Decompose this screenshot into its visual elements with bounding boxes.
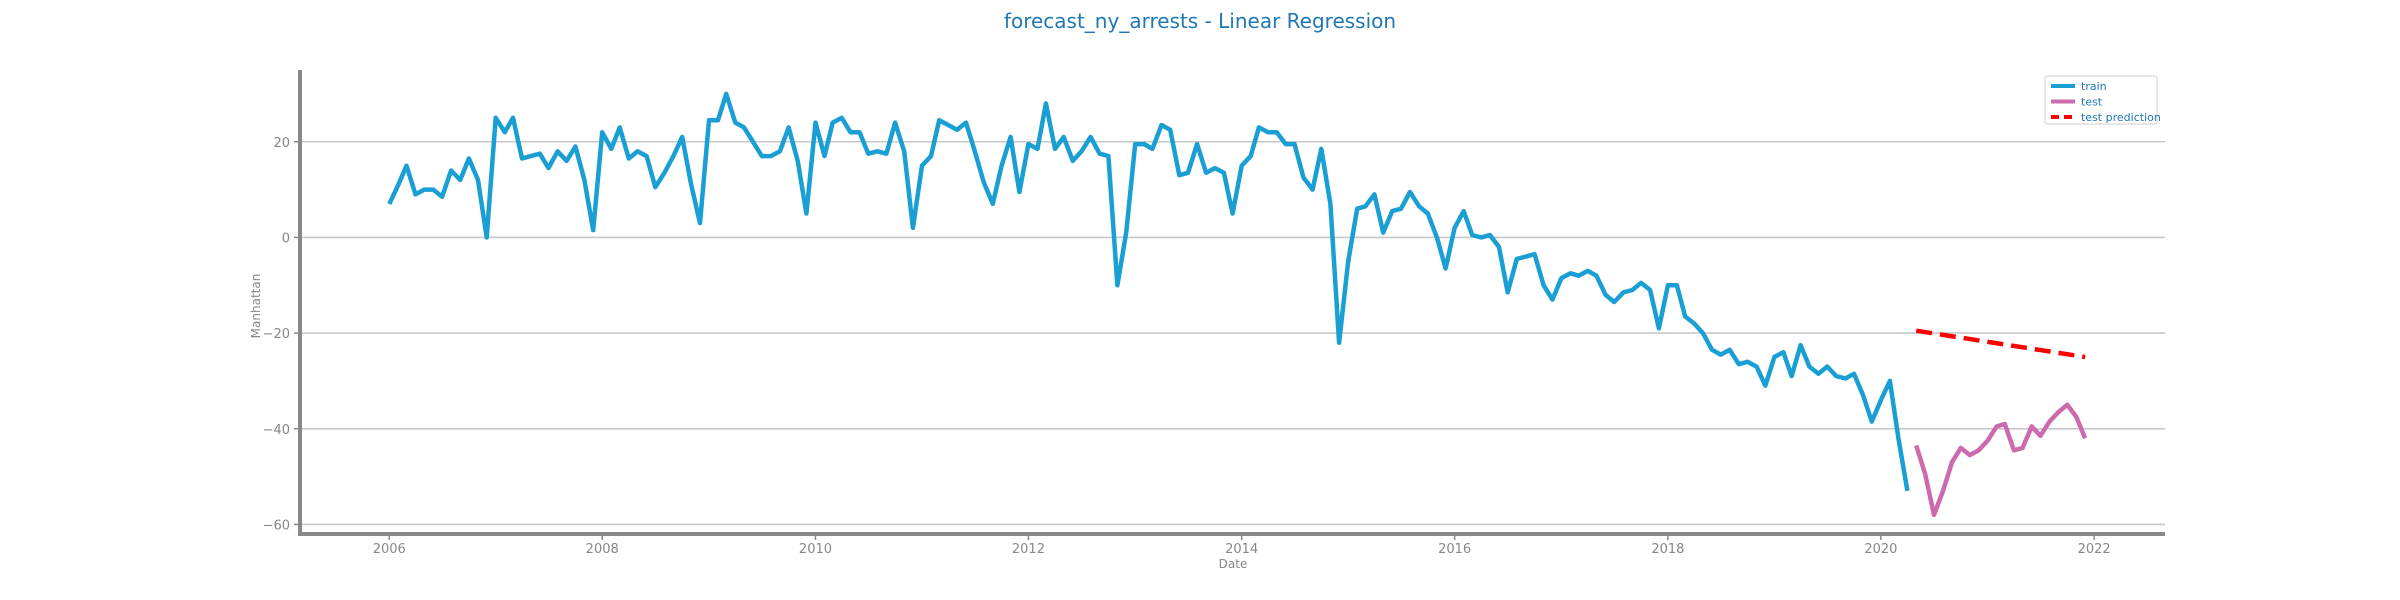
x-tick-label: 2008 — [586, 542, 619, 557]
series-line-test-prediction — [1915, 328, 2086, 360]
y-tick-label: −20 — [263, 327, 290, 342]
series-line-train — [387, 91, 1910, 492]
x-tick-label: 2014 — [1225, 542, 1258, 557]
axes — [298, 70, 2165, 536]
legend-label: test prediction — [2081, 111, 2161, 124]
y-axis-title: Manhattan — [249, 274, 263, 339]
x-tick-label: 2020 — [1864, 542, 1897, 557]
chart-title: forecast_ny_arrests - Linear Regression — [1004, 9, 1396, 33]
x-axis-title: Date — [1219, 557, 1248, 571]
x-tick-label: 2016 — [1438, 542, 1471, 557]
x-tick-label: 2010 — [799, 542, 832, 557]
legend: train test test prediction — [2044, 75, 2161, 125]
legend-label: train — [2081, 80, 2107, 93]
y-tick-label: −40 — [263, 423, 290, 438]
legend-label: test — [2081, 96, 2103, 109]
x-tick-label: 2012 — [1012, 542, 1045, 557]
series-line-test — [1914, 402, 2088, 518]
x-tick-label: 2006 — [373, 542, 406, 557]
grid-lines — [300, 140, 2165, 526]
tick-labels: 20 0 −20 −40 −60 2006 2008 2010 2012 2014 2016 2018… — [263, 136, 2111, 557]
y-tick-label: 20 — [273, 136, 290, 151]
y-tick-label: −60 — [263, 518, 290, 533]
series-layer — [387, 91, 2088, 518]
x-tick-label: 2018 — [1651, 542, 1684, 557]
x-tick-label: 2022 — [2078, 542, 2111, 557]
y-tick-label: 0 — [282, 231, 290, 246]
